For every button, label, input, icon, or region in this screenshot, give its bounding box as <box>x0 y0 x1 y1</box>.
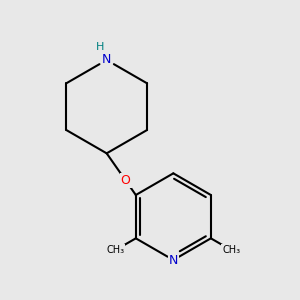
Text: N: N <box>102 53 111 67</box>
Text: N: N <box>169 254 178 266</box>
Text: CH₃: CH₃ <box>222 245 240 255</box>
Text: H: H <box>96 42 104 52</box>
Text: O: O <box>121 174 130 187</box>
Text: CH₃: CH₃ <box>106 245 125 255</box>
